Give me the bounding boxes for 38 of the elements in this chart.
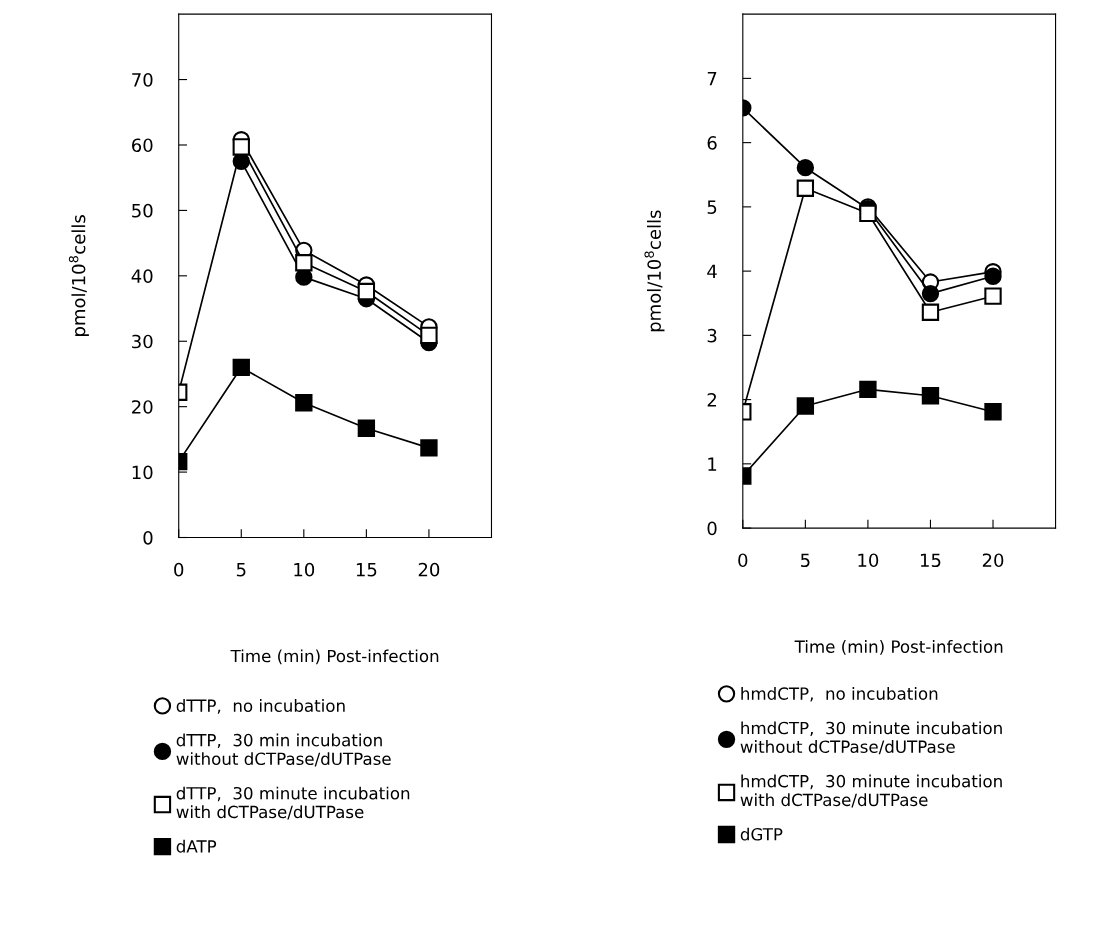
x-tick-label: 0 <box>174 562 184 577</box>
y-tick-label: 0 <box>143 530 153 545</box>
legend-label: hmdCTP, 30 minute incubation with dCTPase/dUTPase <box>740 774 1002 808</box>
y-tick-label: 30 <box>132 334 153 349</box>
y-tick-label: 1 <box>708 457 717 471</box>
x-tick-label: 20 <box>982 553 1004 568</box>
legend-label: dGTP <box>740 827 783 841</box>
y-tick-label: 40 <box>131 269 153 283</box>
y-tick-label: 50 <box>132 203 153 218</box>
x-tick-label: 10 <box>294 562 315 577</box>
y-tick-label: 60 <box>132 138 153 153</box>
y-tick-label: 0 <box>707 521 717 536</box>
legend-label: dTTP, no incubation <box>176 699 345 714</box>
y-tick-label: 4 <box>707 264 717 278</box>
x-tick-label: 5 <box>801 553 810 568</box>
x-axis-title: Time (min) Post-infection <box>230 649 439 665</box>
legend-label: dTTP, 30 minute incubation with dCTPase/dUTPase <box>176 786 410 820</box>
y-tick-label: 6 <box>707 136 717 150</box>
y-tick-label: 2 <box>707 393 716 407</box>
y-axis-title: pmol/10$^{8}$cells <box>644 210 665 332</box>
x-tick-label: 10 <box>858 553 879 568</box>
legend-label: dTTP, 30 min incubation without dCTPase/dUTPase <box>176 733 391 767</box>
x-tick-label: 15 <box>356 563 377 577</box>
y-tick-label: 3 <box>707 328 717 343</box>
y-tick-label: 20 <box>132 400 153 414</box>
legend-label: dATP <box>176 839 217 853</box>
legend-label: hmdCTP, no incubation <box>741 686 938 702</box>
x-axis-title: Time (min) Post-infection <box>794 640 1003 655</box>
y-tick-label: 7 <box>707 72 717 86</box>
legend-label: hmdCTP, 30 minute incubation without dCTPase/dUTPase <box>740 721 1002 755</box>
y-axis-title: pmol/10$^{8}$cells <box>68 215 89 336</box>
x-tick-label: 20 <box>418 562 440 577</box>
y-tick-label: 5 <box>707 200 717 214</box>
x-tick-label: 5 <box>236 563 246 577</box>
x-tick-label: 15 <box>920 553 941 568</box>
x-tick-label: 0 <box>738 553 748 568</box>
y-tick-label: 70 <box>132 73 153 87</box>
y-tick-label: 10 <box>132 465 153 480</box>
